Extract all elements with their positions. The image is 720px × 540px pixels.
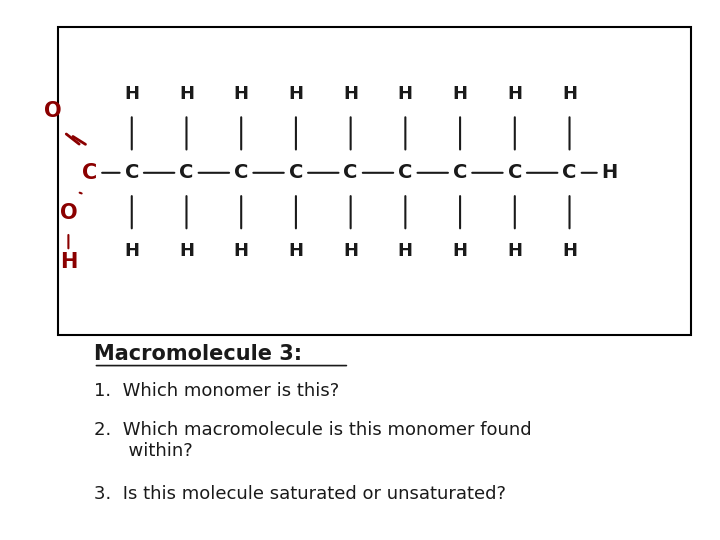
Text: C: C: [125, 163, 139, 183]
Text: C: C: [453, 163, 467, 183]
Text: H: H: [398, 242, 413, 260]
Text: O: O: [44, 100, 61, 121]
Text: H: H: [60, 252, 77, 272]
Text: H: H: [562, 85, 577, 104]
Text: C: C: [82, 163, 98, 183]
Text: H: H: [453, 85, 467, 104]
Text: H: H: [234, 85, 248, 104]
Text: H: H: [234, 242, 248, 260]
Bar: [58, 27, 691, 335]
Text: C: C: [398, 163, 413, 183]
Text: C: C: [343, 163, 358, 183]
Text: H: H: [343, 85, 358, 104]
Text: H: H: [289, 242, 303, 260]
Text: H: H: [179, 242, 194, 260]
Text: 2.  Which macromolecule is this monomer found
      within?: 2. Which macromolecule is this monomer f…: [94, 421, 531, 460]
Text: H: H: [179, 85, 194, 104]
Text: 1.  Which monomer is this?: 1. Which monomer is this?: [94, 382, 339, 401]
Text: H: H: [562, 242, 577, 260]
Text: H: H: [125, 242, 139, 260]
Text: 3.  Is this molecule saturated or unsaturated?: 3. Is this molecule saturated or unsatur…: [94, 485, 505, 503]
Text: O: O: [60, 203, 77, 224]
Text: H: H: [600, 163, 617, 183]
Text: Macromolecule 3:: Macromolecule 3:: [94, 343, 302, 364]
Text: H: H: [343, 242, 358, 260]
Text: C: C: [179, 163, 194, 183]
Text: H: H: [289, 85, 303, 104]
Text: C: C: [508, 163, 522, 183]
Text: C: C: [562, 163, 577, 183]
Text: H: H: [125, 85, 139, 104]
Text: C: C: [234, 163, 248, 183]
Text: H: H: [508, 85, 522, 104]
Text: H: H: [453, 242, 467, 260]
Text: H: H: [508, 242, 522, 260]
Text: H: H: [398, 85, 413, 104]
Text: C: C: [289, 163, 303, 183]
